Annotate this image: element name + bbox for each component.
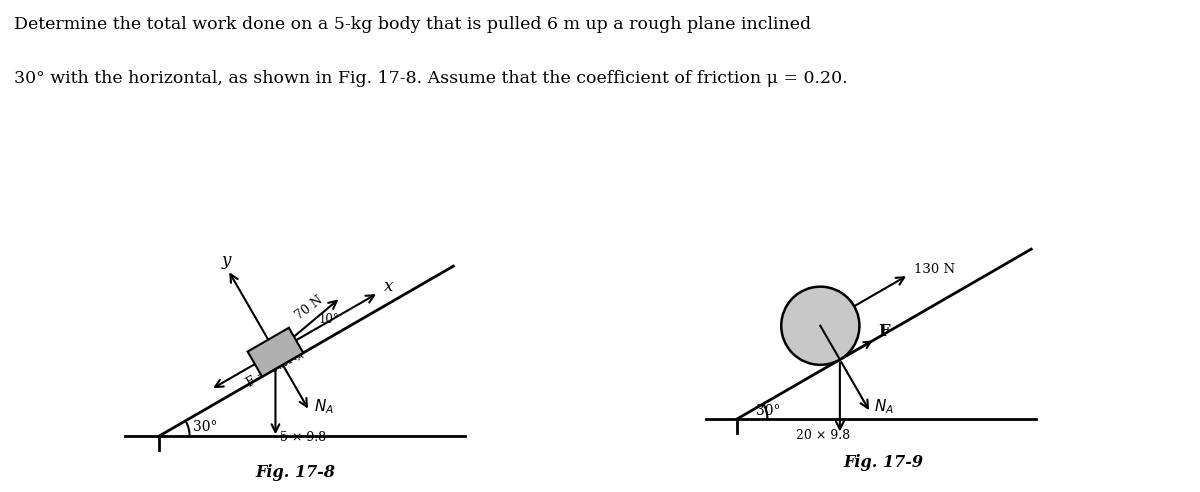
Text: 30°: 30° (193, 420, 217, 434)
Text: Fig. 17-8: Fig. 17-8 (256, 464, 335, 481)
Text: 10°: 10° (319, 313, 340, 326)
Text: x: x (384, 278, 392, 295)
Text: 5 × 9.8: 5 × 9.8 (280, 430, 325, 444)
Text: Determine the total work done on a 5-kg body that is pulled 6 m up a rough plane: Determine the total work done on a 5-kg … (14, 16, 811, 33)
Text: F = 0.2N$_A$: F = 0.2N$_A$ (244, 346, 307, 392)
Text: 30°: 30° (756, 404, 780, 418)
Text: 130 N: 130 N (913, 263, 955, 276)
Text: 30° with the horizontal, as shown in Fig. 17-8. Assume that the coefficient of f: 30° with the horizontal, as shown in Fig… (14, 70, 848, 88)
Text: y: y (222, 252, 230, 269)
Text: 70 N: 70 N (293, 294, 325, 323)
Text: 20 × 9.8: 20 × 9.8 (796, 430, 850, 442)
Text: Fig. 17-9: Fig. 17-9 (844, 454, 923, 471)
Text: F: F (878, 323, 890, 340)
Text: $N_A$: $N_A$ (874, 397, 894, 416)
Polygon shape (247, 328, 304, 376)
Text: $N_A$: $N_A$ (313, 397, 334, 416)
Circle shape (781, 287, 859, 365)
